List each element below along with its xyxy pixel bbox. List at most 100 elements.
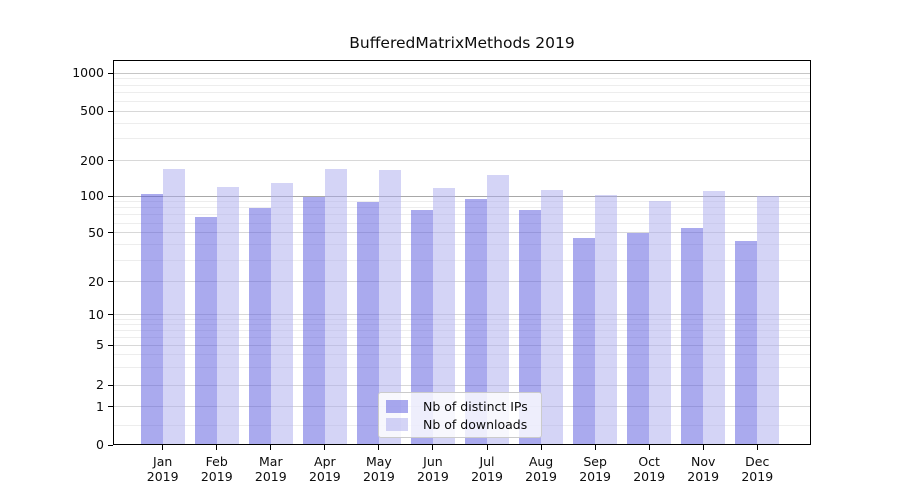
bar-distinct-ips — [573, 238, 596, 445]
bar-distinct-ips — [627, 232, 650, 445]
y-gridline-minor — [113, 366, 811, 368]
x-tick — [378, 445, 380, 450]
y-gridline — [113, 281, 811, 283]
y-gridline — [113, 344, 811, 346]
y-gridline — [113, 110, 811, 112]
bar-distinct-ips — [465, 199, 487, 445]
bar-distinct-ips — [681, 227, 704, 445]
x-label-year: 2019 — [417, 469, 449, 484]
y-tick-label: 2 — [96, 377, 104, 393]
y-gridline-minor — [113, 354, 811, 356]
y-gridline — [113, 314, 811, 316]
x-label-month: Apr — [314, 454, 336, 469]
bar-downloads — [487, 174, 509, 445]
y-gridline-minor — [113, 244, 811, 246]
x-label-month: Feb — [205, 454, 228, 469]
x-label-month: Oct — [638, 454, 660, 469]
bar-downloads — [541, 190, 564, 445]
x-label-year: 2019 — [579, 469, 611, 484]
x-tick — [162, 445, 164, 450]
y-tick — [108, 160, 113, 162]
y-tick-label: 10 — [88, 306, 104, 322]
bar-distinct-ips — [356, 202, 379, 445]
bar-distinct-ips — [410, 209, 433, 445]
bar-downloads — [595, 195, 618, 445]
y-gridline-minor — [113, 138, 811, 140]
legend-label-distinct-ips: Nb of distinct IPs — [423, 398, 528, 414]
y-tick — [108, 344, 113, 346]
bar-distinct-ips — [302, 196, 325, 445]
y-tick-label: 200 — [80, 152, 104, 168]
bar-downloads — [378, 170, 401, 445]
x-label-year: 2019 — [741, 469, 774, 484]
x-tick — [432, 445, 434, 450]
x-label-year: 2019 — [308, 469, 341, 484]
x-label-year: 2019 — [633, 469, 666, 484]
y-tick-label: 1 — [96, 398, 104, 414]
x-tick — [486, 445, 488, 450]
y-gridline-minor — [113, 78, 811, 80]
y-tick — [108, 314, 113, 316]
legend-swatch-downloads — [386, 417, 408, 431]
y-tick — [108, 232, 113, 234]
y-gridline-minor — [113, 84, 811, 86]
bar-distinct-ips — [519, 209, 542, 445]
bar-distinct-ips — [194, 217, 217, 445]
y-gridline-minor — [113, 100, 811, 102]
x-tick-label: May 2019 — [352, 454, 406, 484]
legend-item-distinct-ips: Nb of distinct IPs — [386, 398, 541, 414]
x-tick-label: Mar 2019 — [244, 454, 298, 484]
y-gridline — [113, 232, 811, 234]
legend-label-downloads: Nb of downloads — [423, 416, 528, 432]
y-gridline-minor — [113, 122, 811, 124]
bar-downloads — [649, 200, 672, 445]
x-tick — [324, 445, 326, 450]
x-tick — [216, 445, 218, 450]
x-tick-label: Aug 2019 — [514, 454, 568, 484]
x-tick — [270, 445, 272, 450]
x-tick — [648, 445, 650, 450]
y-tick-label: 500 — [80, 103, 104, 119]
y-tick — [108, 384, 113, 386]
y-gridline-minor — [113, 336, 811, 338]
x-tick-label: Sep 2019 — [568, 454, 622, 484]
x-label-year: 2019 — [200, 469, 233, 484]
y-tick — [108, 110, 113, 112]
y-gridline — [113, 72, 811, 74]
y-tick-label: 20 — [88, 273, 104, 289]
x-tick — [594, 445, 596, 450]
y-tick-label: 1000 — [72, 65, 104, 81]
y-gridline-minor — [113, 324, 811, 326]
bar-distinct-ips — [735, 240, 758, 445]
bar-distinct-ips — [140, 193, 163, 445]
x-label-month: Aug — [528, 454, 554, 469]
x-tick-label: Apr 2019 — [298, 454, 352, 484]
chart-title: BufferedMatrixMethods 2019 — [349, 34, 575, 52]
y-gridline-minor — [113, 207, 811, 209]
x-tick-label: Dec 2019 — [730, 454, 784, 484]
x-label-month: Jun — [423, 454, 443, 469]
x-tick — [756, 445, 758, 450]
x-tick — [540, 445, 542, 450]
x-label-year: 2019 — [471, 469, 503, 484]
y-tick — [108, 195, 113, 197]
x-tick-label: Jul 2019 — [460, 454, 514, 484]
bar-downloads — [324, 169, 347, 445]
x-label-year: 2019 — [362, 469, 395, 484]
y-tick — [108, 406, 113, 408]
bar-downloads — [162, 169, 185, 445]
x-label-year: 2019 — [687, 469, 720, 484]
y-gridline — [113, 195, 811, 197]
y-gridline-minor — [113, 92, 811, 94]
bar-downloads — [432, 187, 455, 445]
x-label-month: Sep — [583, 454, 607, 469]
y-gridline-minor — [113, 201, 811, 203]
legend: Nb of distinct IPs Nb of downloads — [378, 392, 542, 438]
y-gridline-minor — [113, 259, 811, 261]
y-tick-label: 50 — [88, 224, 104, 240]
y-gridline-minor — [113, 214, 811, 216]
x-tick — [702, 445, 704, 450]
x-label-month: Dec — [745, 454, 770, 469]
x-tick-label: Feb 2019 — [190, 454, 244, 484]
